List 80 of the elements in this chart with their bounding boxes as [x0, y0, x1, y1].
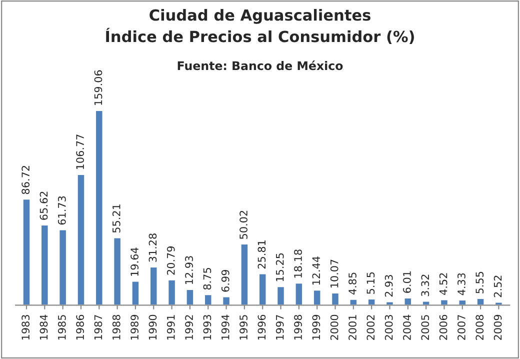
x-tick-label: 1988 [112, 314, 120, 340]
x-tick-label: 2003 [384, 315, 393, 340]
data-label: 6.01 [403, 271, 411, 293]
x-tick-label: 2001 [348, 315, 356, 340]
x-tick-label: 1992 [185, 315, 193, 340]
data-label: 65.62 [40, 192, 48, 220]
data-label: 2.93 [384, 275, 393, 297]
bar [58, 228, 68, 306]
data-label: 15.25 [276, 253, 284, 282]
data-label: 4.33 [458, 273, 466, 296]
bar [94, 110, 104, 306]
bar [222, 296, 231, 306]
bar [240, 243, 249, 306]
bar [76, 174, 86, 306]
bar [367, 298, 376, 306]
x-tick-label: 1989 [130, 314, 138, 340]
x-tick-label: 1987 [94, 315, 102, 340]
x-tick-label: 2009 [494, 314, 502, 340]
x-tick-label: 2007 [458, 315, 466, 340]
data-label: 10.07 [330, 260, 338, 288]
x-tick-label: 1997 [276, 315, 284, 340]
bar [440, 298, 449, 306]
bar [476, 298, 486, 306]
data-label: 50.02 [240, 210, 248, 239]
x-tick-label: 1998 [294, 314, 302, 340]
x-tick-label: 1991 [166, 315, 175, 340]
data-label: 61.73 [58, 196, 66, 225]
bar [330, 292, 340, 306]
bar [130, 280, 140, 306]
x-tick-label: 1996 [258, 314, 266, 340]
x-tick-label: 2006 [439, 314, 448, 340]
bar [403, 297, 412, 306]
x-tick-label: 1983 [22, 315, 30, 340]
x-tick-label: 2004 [403, 314, 411, 340]
data-label: 19.64 [130, 248, 138, 276]
data-label: 86.72 [22, 166, 30, 194]
bar [258, 272, 268, 306]
bar [458, 299, 467, 306]
bar [112, 236, 122, 306]
bar [149, 266, 158, 306]
data-label: 106.77 [76, 134, 84, 170]
bar [167, 278, 176, 306]
x-tick-label: 2000 [330, 314, 338, 340]
bar [185, 288, 194, 306]
data-label: 159.06 [94, 70, 102, 105]
x-tick-label: 2008 [476, 314, 484, 340]
x-tick-label: 1990 [148, 314, 157, 340]
x-tick-label: 2005 [421, 315, 430, 340]
data-label: 31.28 [148, 234, 157, 262]
x-tick-label: 1986 [76, 314, 84, 340]
chart-subtitle: Fuente: Banco de México [178, 60, 343, 70]
data-label: 6.99 [221, 270, 230, 292]
x-tick-label: 1994 [221, 314, 230, 340]
data-label: 55.21 [112, 204, 120, 233]
x-tick-label: 1999 [312, 314, 320, 340]
x-tick-label: 1995 [240, 315, 248, 340]
bar [204, 294, 213, 306]
bar [40, 224, 50, 306]
bar [276, 286, 286, 306]
x-tick-label: 1993 [203, 315, 212, 340]
data-label: 5.55 [476, 272, 484, 294]
data-label: 5.15 [366, 272, 375, 294]
data-label: 18.18 [294, 250, 302, 278]
chart-title: Ciudad de Aguascalientes Índice de Precios al Consumidor (%) [106, 8, 414, 44]
bar [348, 298, 358, 306]
x-tick-label: 1985 [58, 315, 66, 340]
bar [22, 198, 32, 306]
data-label: 8.75 [203, 268, 212, 290]
bar [312, 289, 322, 306]
data-label: 3.32 [421, 274, 430, 296]
data-label: 12.93 [185, 256, 193, 284]
data-label: 20.79 [166, 246, 175, 275]
data-label: 12.44 [312, 256, 320, 285]
data-label: 2.52 [494, 276, 502, 298]
data-label: 4.52 [439, 273, 448, 295]
data-label: 25.81 [258, 240, 266, 269]
bar [294, 282, 304, 306]
x-tick-label: 2002 [366, 315, 375, 340]
data-label: 4.85 [348, 272, 356, 295]
x-tick-label: 1984 [40, 314, 48, 340]
